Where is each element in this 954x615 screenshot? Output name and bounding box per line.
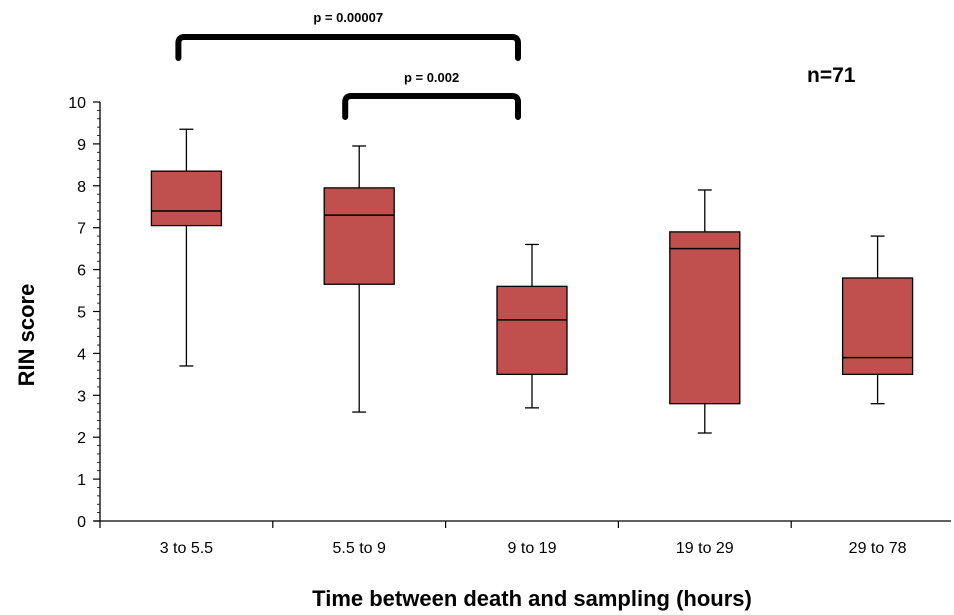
x-tick-label: 29 to 78 (849, 540, 907, 557)
box-group (323, 145, 395, 413)
y-tick-label: 10 (68, 95, 86, 112)
axes: 0 1 2 3 4 5 6 7 8 9 10 3 to 5.5 5.5 to 9 9 to 19 19 to… (68, 95, 951, 557)
box-group (496, 243, 568, 409)
y-tick-label: 2 (77, 430, 86, 447)
p-value-label: p = 0.00007 (313, 10, 383, 25)
y-tick-label: 6 (77, 263, 86, 280)
significance-bracket: p = 0.00007 (175, 10, 521, 61)
y-tick-label: 9 (77, 137, 86, 154)
y-axis-title: RIN score (14, 284, 39, 387)
iqr-box (841, 277, 914, 376)
x-tick-label: 3 to 5.5 (160, 540, 213, 557)
y-tick-label: 0 (77, 514, 86, 531)
sample-size-label: n=71 (807, 64, 856, 87)
x-axis-title: Time between death and sampling (hours) (312, 586, 752, 611)
bracket-line (175, 34, 521, 61)
box-group (841, 235, 914, 405)
y-tick-label: 1 (77, 472, 86, 489)
p-value-label: p = 0.002 (404, 70, 459, 85)
iqr-box (150, 170, 223, 227)
y-tick-label: 5 (77, 305, 86, 322)
bracket-line (342, 93, 521, 120)
box-group (669, 189, 741, 434)
x-tick-label: 19 to 29 (676, 540, 734, 557)
iqr-box (669, 231, 741, 405)
y-tick-label: 8 (77, 179, 86, 196)
iqr-box (323, 187, 395, 285)
boxes (150, 128, 914, 434)
y-tick-label: 3 (77, 388, 86, 405)
y-tick-label: 7 (77, 221, 86, 238)
iqr-box (496, 285, 568, 375)
box-group (150, 128, 223, 367)
significance-bracket: p = 0.002 (342, 70, 521, 120)
significance-brackets: p = 0.00007 p = 0.002 (175, 10, 521, 120)
x-tick-label: 5.5 to 9 (333, 540, 386, 557)
y-tick-label: 4 (77, 346, 86, 363)
x-tick-label: 9 to 19 (508, 540, 557, 557)
